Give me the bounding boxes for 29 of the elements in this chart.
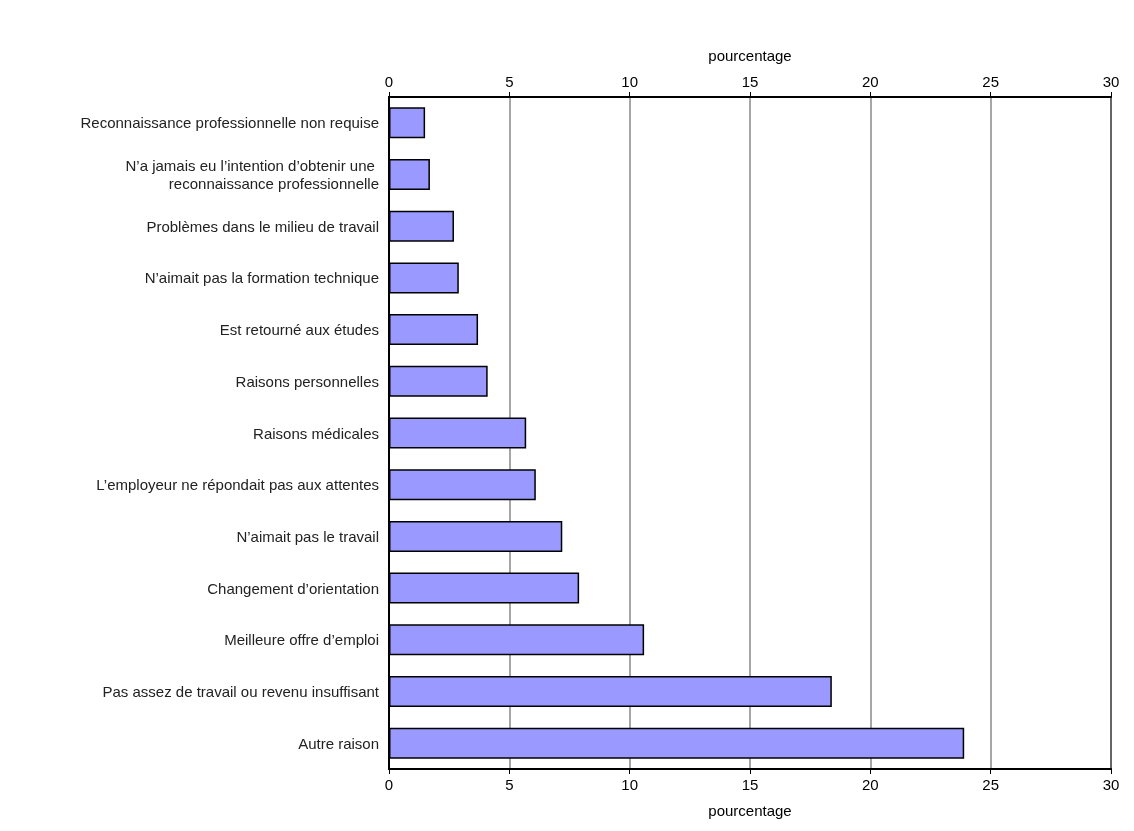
- y-tick-label: N’aimait pas la formation technique: [144, 269, 379, 287]
- y-tick-label: N’aimait pas le travail: [236, 527, 379, 545]
- x2-tick-label: 10: [621, 73, 639, 90]
- y-tick-label: N’a jamais eu l’intention d’obtenir une reconnaissance professionnelle: [125, 157, 379, 193]
- x2-axis-title: pourcentage: [708, 47, 792, 64]
- y-tick-label: Changement d’orientation: [207, 579, 379, 597]
- y-tick-label: Raisons personnelles: [235, 372, 379, 390]
- x-tick-label: 30: [1102, 776, 1120, 793]
- x2-tick-label: 15: [741, 73, 759, 90]
- x2-tick-label: 30: [1102, 73, 1120, 90]
- y-tick-label: Meilleure offre d’emploi: [224, 631, 379, 649]
- x-tick-label: 5: [505, 776, 514, 793]
- x-tick-label: 15: [741, 776, 759, 793]
- x2-tick-label: 5: [505, 73, 514, 90]
- x2-tick-label: 20: [861, 73, 879, 90]
- y-tick-label: Est retourné aux études: [219, 321, 379, 339]
- x-tick-label: 0: [384, 776, 394, 793]
- y-tick-label: Autre raison: [298, 734, 379, 752]
- y-tick-label: Pas assez de travail ou revenu insuffisant: [102, 682, 380, 700]
- x-tick-label: 20: [861, 776, 879, 793]
- x-tick-label: 25: [982, 776, 1000, 793]
- x2-tick-label: 25: [982, 73, 1000, 90]
- y-tick-label: Problèmes dans le milieu de travail: [146, 217, 379, 235]
- y-tick-label: Raisons médicales: [253, 424, 379, 442]
- y-tick-label: Reconnaissance professionnelle non requise: [80, 114, 379, 132]
- y-tick-label: L’employeur ne répondait pas aux attentes: [96, 476, 379, 494]
- x2-tick-label: 0: [384, 73, 394, 90]
- x-tick-label: 10: [621, 776, 639, 793]
- x-axis-title: pourcentage: [708, 802, 792, 819]
